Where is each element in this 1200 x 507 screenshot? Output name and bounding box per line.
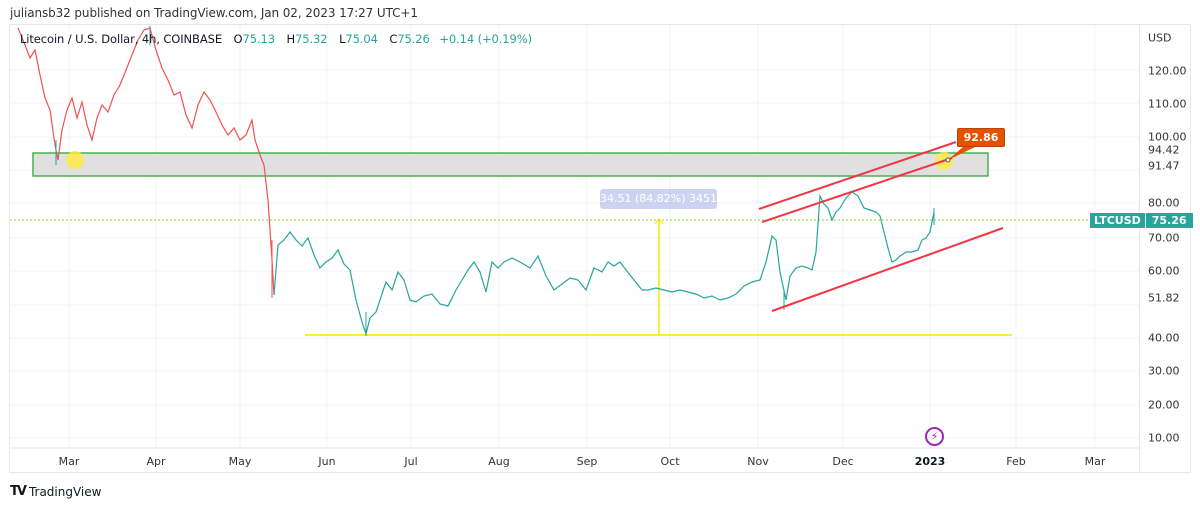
rising-channel — [758, 141, 1004, 312]
time-tick: May — [228, 455, 252, 468]
lightning-event-icon[interactable]: ⚡ — [925, 427, 944, 446]
time-tick: Oct — [660, 455, 680, 468]
footer-brand: TradingView — [28, 484, 102, 499]
high-label: H — [286, 32, 296, 46]
time-tick: Jul — [404, 455, 418, 468]
price-axis[interactable] — [1139, 24, 1191, 473]
time-tick: Mar — [58, 455, 80, 468]
chart-legend: Litecoin / U.S. Dollar, 4h, COINBASE O75… — [20, 32, 532, 46]
level-label: 51.82 — [1148, 291, 1180, 305]
publisher-caption: juliansb32 published on TradingView.com,… — [10, 6, 418, 20]
change-value: +0.14 (+0.19%) — [439, 32, 532, 46]
time-tick: Nov — [747, 455, 769, 468]
close-value: 75.26 — [397, 32, 430, 46]
level-label: 91.47 — [1148, 159, 1180, 173]
price-tick: 10.00 — [1148, 431, 1180, 445]
time-tick-year: 2023 — [914, 455, 946, 468]
grid-lines — [10, 25, 1139, 448]
price-tick: 100.00 — [1148, 130, 1187, 144]
price-tag-symbol: LTCUSD — [1090, 213, 1145, 228]
low-value: 75.04 — [345, 32, 378, 46]
price-tick: 60.00 — [1148, 264, 1180, 278]
open-value: 75.13 — [242, 32, 276, 46]
level-label: 94.42 — [1148, 143, 1180, 157]
resistance-zone[interactable] — [32, 152, 989, 177]
price-series — [17, 27, 935, 337]
price-tick: 40.00 — [1148, 331, 1180, 345]
time-tick: Dec — [832, 455, 854, 468]
time-tick: Jun — [318, 455, 336, 468]
currency-label: USD — [1148, 31, 1172, 45]
open-label: O — [233, 32, 243, 46]
time-tick: Feb — [1006, 455, 1026, 468]
close-label: C — [389, 32, 398, 46]
target-callout[interactable]: 92.86 — [957, 128, 1005, 147]
time-tick: Aug — [488, 455, 510, 468]
price-tick: 70.00 — [1148, 231, 1180, 245]
callout-pointer — [948, 147, 975, 160]
candle-wicks-up — [55, 26, 935, 336]
highlight-marker-left — [66, 151, 84, 169]
price-tag-value: 75.26 — [1144, 213, 1193, 228]
price-tick: 120.00 — [1148, 64, 1187, 78]
symbol-title[interactable]: Litecoin / U.S. Dollar, 4h, COINBASE — [20, 32, 222, 46]
high-value: 75.32 — [295, 32, 328, 46]
price-tick: 30.00 — [1148, 364, 1180, 378]
chart-pane[interactable] — [9, 24, 1139, 473]
price-tick: 110.00 — [1148, 97, 1187, 111]
low-label: L — [339, 32, 346, 46]
price-tick: 20.00 — [1148, 398, 1180, 412]
measure-tooltip: 34.51 (84.82%) 3451 — [600, 189, 717, 209]
price-tick: 80.00 — [1148, 196, 1180, 210]
current-price-tag: LTCUSD 75.26 — [1090, 213, 1193, 228]
time-tick: Apr — [146, 455, 166, 468]
time-tick: Sep — [576, 455, 598, 468]
tv-logo-icon: TV — [10, 484, 27, 499]
tradingview-logo[interactable]: TV TradingView — [10, 484, 101, 499]
time-tick: Mar — [1084, 455, 1106, 468]
